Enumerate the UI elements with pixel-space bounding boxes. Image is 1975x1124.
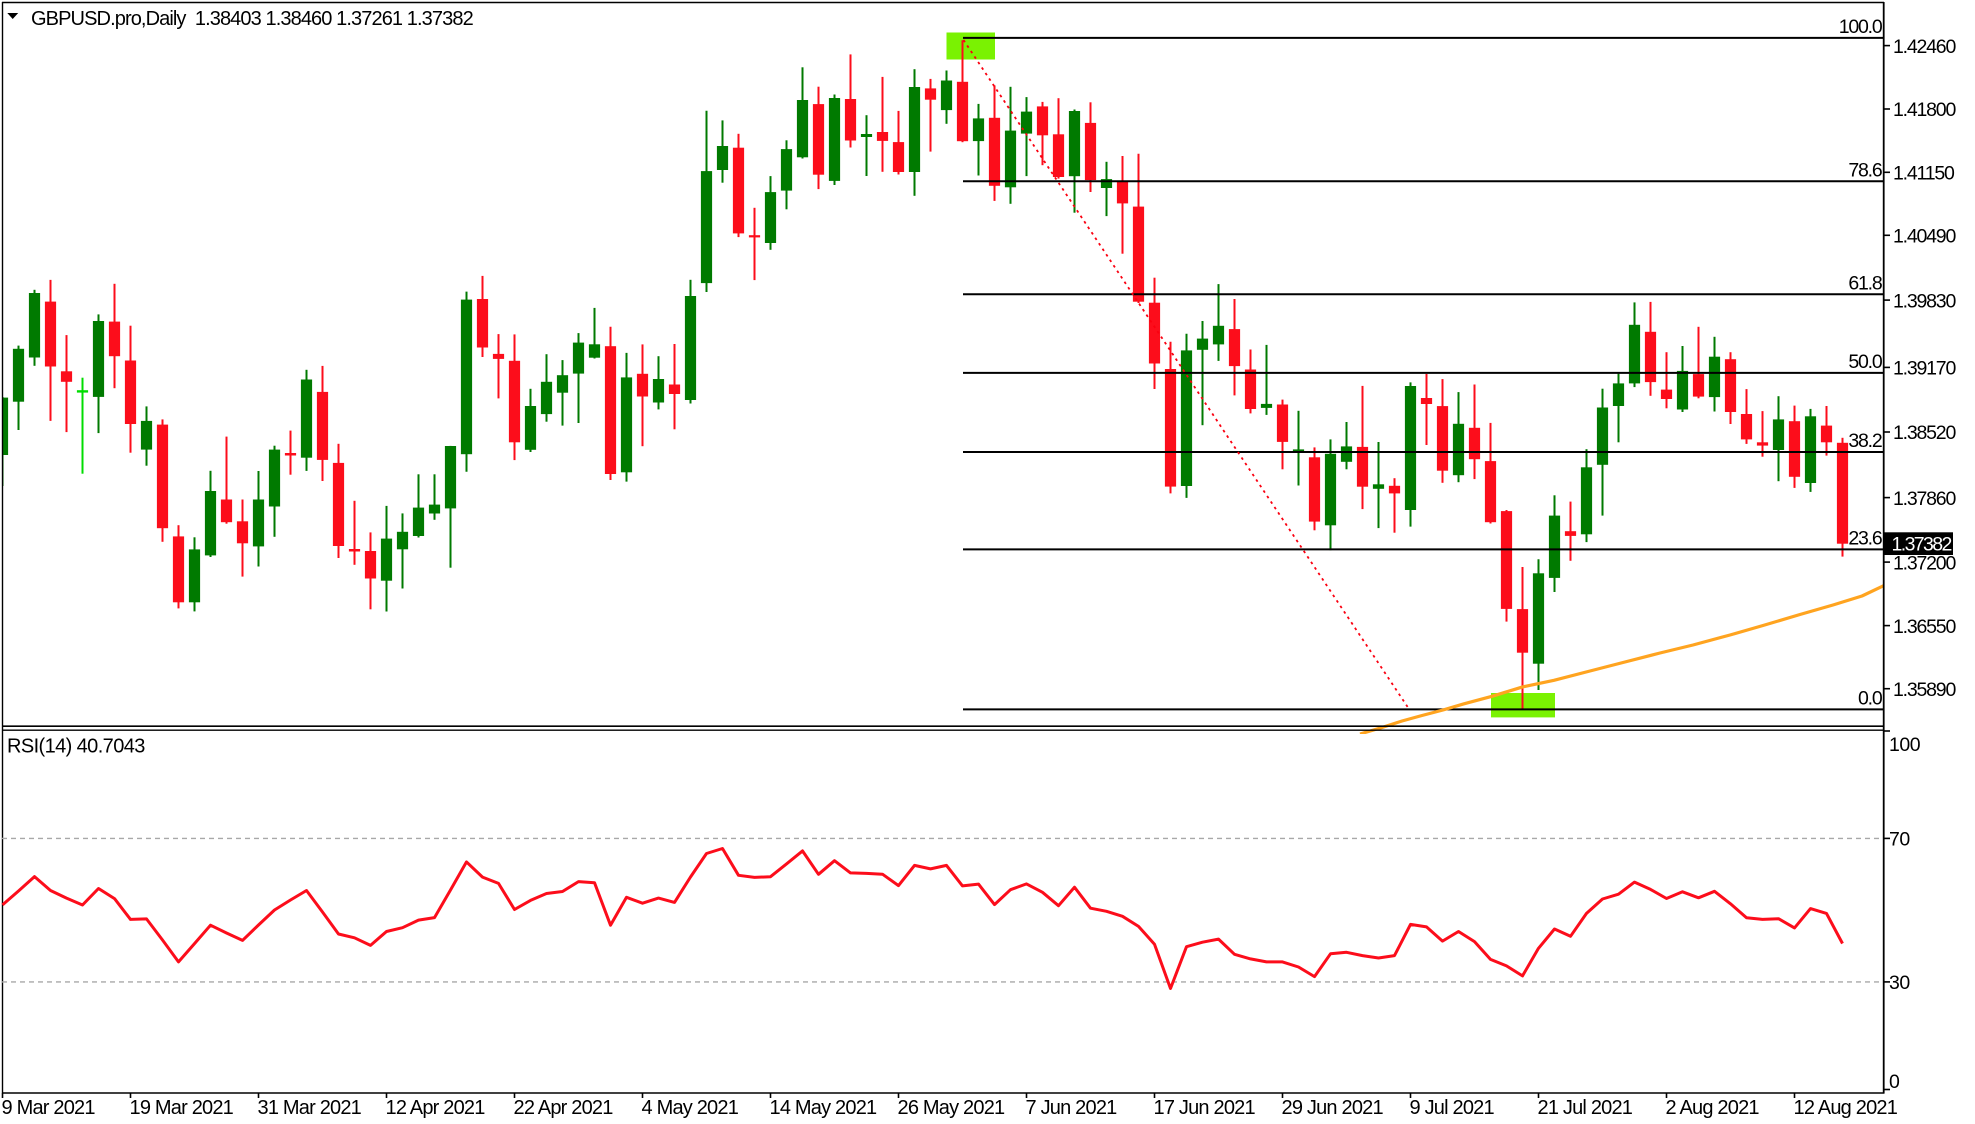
svg-text:38.2: 38.2	[1848, 430, 1882, 452]
svg-text:61.8: 61.8	[1848, 273, 1882, 295]
svg-text:0.0: 0.0	[1858, 688, 1883, 710]
svg-text:1.39170: 1.39170	[1893, 358, 1956, 380]
svg-text:21 Jul 2021: 21 Jul 2021	[1538, 1097, 1633, 1119]
svg-text:31 Mar 2021: 31 Mar 2021	[258, 1097, 362, 1119]
svg-text:RSI(14) 40.7043: RSI(14) 40.7043	[7, 736, 145, 758]
svg-text:26 May 2021: 26 May 2021	[898, 1097, 1006, 1119]
svg-text:12 Aug 2021: 12 Aug 2021	[1794, 1097, 1898, 1119]
svg-text:100: 100	[1889, 734, 1921, 756]
svg-text:1.41800: 1.41800	[1893, 99, 1956, 121]
svg-text:70: 70	[1889, 829, 1910, 851]
svg-text:7 Jun 2021: 7 Jun 2021	[1026, 1097, 1118, 1119]
svg-text:1.36550: 1.36550	[1893, 616, 1956, 638]
svg-text:50.0: 50.0	[1848, 351, 1883, 373]
svg-text:9 Mar 2021: 9 Mar 2021	[2, 1097, 96, 1119]
svg-text:1.37860: 1.37860	[1893, 488, 1956, 510]
svg-text:78.6: 78.6	[1848, 159, 1882, 181]
svg-text:1.42460: 1.42460	[1893, 36, 1956, 58]
svg-text:9 Jul 2021: 9 Jul 2021	[1410, 1097, 1495, 1119]
svg-text:29 Jun 2021: 29 Jun 2021	[1282, 1097, 1384, 1119]
svg-text:12 Apr 2021: 12 Apr 2021	[386, 1097, 486, 1119]
svg-text:1.37200: 1.37200	[1893, 552, 1956, 574]
svg-text:1.39830: 1.39830	[1893, 290, 1956, 312]
svg-text:14 May 2021: 14 May 2021	[770, 1097, 878, 1119]
svg-text:1.40490: 1.40490	[1893, 226, 1956, 248]
svg-text:23.6: 23.6	[1848, 528, 1882, 550]
svg-text:GBPUSD.pro,Daily 1.38403 1.38: GBPUSD.pro,Daily 1.38403 1.38460 1.37261…	[31, 8, 474, 30]
svg-text:22 Apr 2021: 22 Apr 2021	[514, 1097, 614, 1119]
svg-text:1.37382: 1.37382	[1892, 534, 1952, 556]
svg-text:19 Mar 2021: 19 Mar 2021	[130, 1097, 234, 1119]
svg-text:0: 0	[1889, 1071, 1900, 1093]
svg-text:2 Aug 2021: 2 Aug 2021	[1666, 1097, 1760, 1119]
svg-text:1.38520: 1.38520	[1893, 422, 1956, 444]
svg-text:1.41150: 1.41150	[1893, 163, 1955, 185]
svg-text:17 Jun 2021: 17 Jun 2021	[1154, 1097, 1256, 1119]
svg-text:4 May 2021: 4 May 2021	[642, 1097, 739, 1119]
svg-text:30: 30	[1889, 972, 1910, 994]
svg-text:1.35890: 1.35890	[1893, 679, 1956, 701]
svg-text:100.0: 100.0	[1839, 16, 1883, 38]
